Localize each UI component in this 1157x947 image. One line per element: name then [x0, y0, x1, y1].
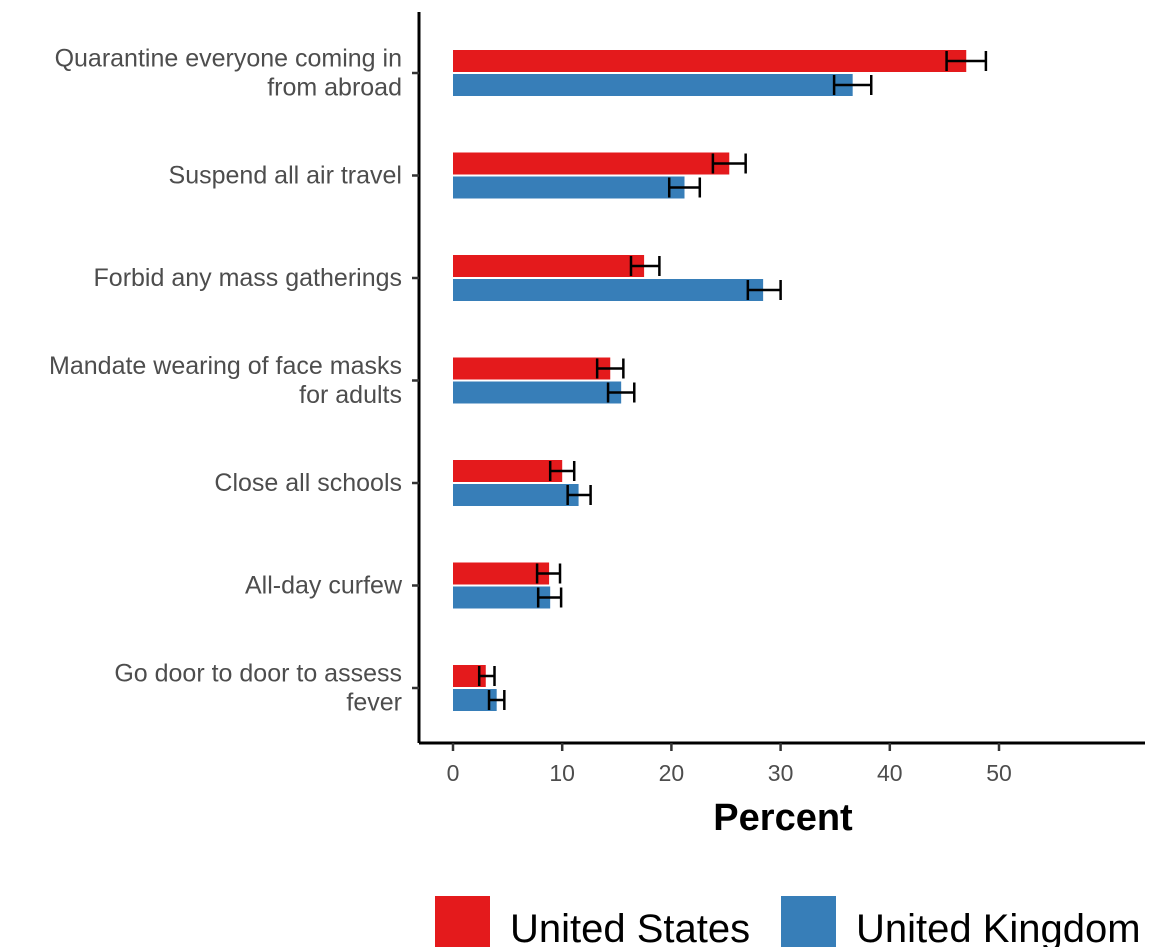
axes-layer	[412, 12, 1145, 745]
bar-us	[453, 50, 967, 72]
bar-uk	[453, 176, 685, 199]
bar-uk	[453, 586, 551, 609]
y-tick-label: Go door to door to assess	[114, 660, 402, 688]
bar-uk	[453, 74, 853, 96]
bars-layer	[453, 50, 967, 711]
x-tick-label: 40	[877, 760, 903, 786]
bar-uk	[453, 484, 579, 506]
x-tick-label: 20	[659, 760, 685, 786]
x-tick-label: 50	[986, 760, 1012, 786]
x-ticks: 0 10 20 30 40 50	[447, 743, 1012, 786]
y-tick-label: Close all schools	[214, 469, 402, 497]
y-tick-label: Suspend all air travel	[169, 162, 402, 190]
y-tick-label: for adults	[299, 381, 402, 409]
x-axis-title: Percent	[713, 797, 853, 839]
legend-swatch	[781, 896, 836, 947]
bar-us	[453, 357, 611, 380]
bar-us	[453, 562, 550, 585]
legend-label: United States	[510, 907, 750, 947]
bar-uk	[453, 279, 764, 301]
bar-uk	[453, 689, 497, 711]
bar-us	[453, 152, 730, 175]
legend-swatch	[435, 896, 490, 947]
legend-label: United Kingdom	[856, 907, 1141, 947]
y-tick-label: Mandate wearing of face masks	[49, 352, 402, 380]
bar-us	[453, 255, 645, 277]
x-tick-label: 10	[549, 760, 575, 786]
legend: United States United Kingdom	[435, 896, 1141, 947]
x-tick-label: 30	[768, 760, 794, 786]
y-tick-label: Quarantine everyone coming in	[55, 45, 402, 73]
y-tick-label: from abroad	[267, 74, 402, 102]
x-tick-label: 0	[447, 760, 460, 786]
y-tick-label: Forbid any mass gatherings	[94, 264, 402, 292]
bar-us	[453, 665, 486, 687]
y-tick-label: All-day curfew	[245, 572, 403, 600]
error-bars-layer	[477, 51, 988, 710]
bar-us	[453, 460, 563, 482]
y-tick-label: fever	[346, 689, 402, 717]
bar-uk	[453, 381, 622, 404]
